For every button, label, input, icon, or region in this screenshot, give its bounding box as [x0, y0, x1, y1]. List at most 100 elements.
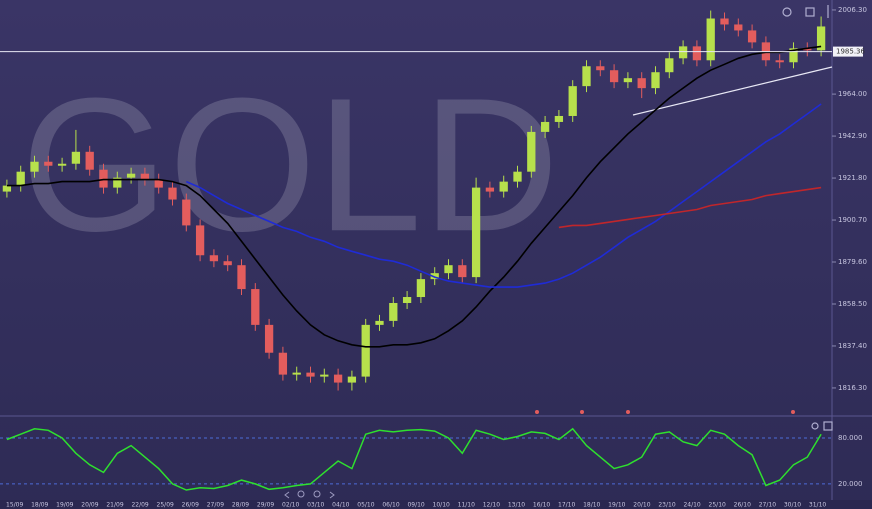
x-tick-label: 19/10: [608, 502, 625, 509]
candle-body: [278, 352, 288, 375]
x-tick-label: 05/10: [357, 502, 374, 509]
candle-body: [154, 179, 163, 188]
candle-body: [513, 171, 522, 182]
candle-body: [223, 261, 232, 266]
y-tick-label: 1816.30: [838, 384, 867, 392]
y-tick-label: 1942.90: [838, 132, 867, 140]
x-tick-label: 29/09: [257, 502, 274, 509]
moving-average: [6, 45, 822, 348]
candle-body: [734, 24, 743, 31]
candle-body: [720, 18, 729, 25]
oscillator-line: [6, 427, 822, 491]
y-tick-label: 1921.80: [838, 174, 867, 182]
x-tick-label: 06/10: [382, 502, 399, 509]
candle-body: [333, 374, 343, 383]
candle-body: [582, 66, 591, 87]
candle-body: [789, 48, 798, 63]
candle-body: [816, 26, 826, 51]
x-tick-label: 20/09: [81, 502, 98, 509]
y-tick-label: 2006.30: [838, 6, 867, 14]
x-tick-label: 18/10: [583, 502, 600, 509]
candle-body: [264, 324, 274, 353]
x-tick-label: 24/10: [683, 502, 700, 509]
x-tick-label: 25/09: [157, 502, 174, 509]
x-tick-label: 25/10: [709, 502, 726, 509]
candle-body: [609, 70, 619, 83]
x-tick-label: 18/09: [31, 502, 48, 509]
y-tick-label: 1879.60: [838, 258, 867, 266]
x-tick-label: 26/09: [182, 502, 199, 509]
candle-body: [389, 302, 398, 321]
candle-body: [320, 374, 329, 377]
candle-body: [692, 46, 702, 61]
candle-body: [430, 273, 439, 280]
candle-body: [347, 376, 357, 383]
x-tick-label: 02/10: [282, 502, 299, 509]
candle-body: [444, 265, 453, 274]
candle-body: [126, 173, 136, 178]
candle-body: [251, 289, 260, 325]
x-tick-label: 31/10: [809, 502, 826, 509]
x-tick-label: 30/10: [784, 502, 801, 509]
x-tick-label: 27/09: [207, 502, 224, 509]
candle-body: [195, 225, 205, 256]
last-price-tag: [833, 46, 863, 57]
candle-body: [803, 48, 812, 51]
candle-body: [361, 324, 370, 377]
candle-body: [665, 58, 674, 73]
candle-body: [471, 187, 481, 278]
y-tick-label: 1964.00: [838, 90, 867, 98]
x-tick-label: 16/10: [533, 502, 550, 509]
candle-body: [99, 169, 108, 188]
zoom-controls[interactable]: [284, 490, 335, 499]
x-tick-label: 04/10: [332, 502, 349, 509]
candle-body: [2, 185, 12, 192]
candle-body: [458, 265, 467, 278]
last-price-label: 1985.36: [836, 48, 865, 56]
candle-body: [44, 161, 53, 166]
candle-body: [16, 171, 25, 186]
x-tick-label: 22/09: [131, 502, 148, 509]
candle-body: [637, 78, 646, 89]
candle-body: [485, 187, 495, 192]
x-tick-label: 11/10: [458, 502, 475, 509]
candle-body: [402, 297, 412, 303]
candle-body: [554, 115, 564, 122]
x-tick-label: 28/09: [232, 502, 249, 509]
x-tick-label: 19/09: [56, 502, 73, 509]
x-tick-label: 15/09: [6, 502, 23, 509]
candle-body: [85, 151, 94, 170]
candle-body: [292, 372, 301, 375]
candle-body: [237, 265, 246, 290]
x-tick-label: 21/09: [106, 502, 123, 509]
trend-line: [632, 66, 833, 116]
event-markers: [535, 410, 795, 414]
y-tick-label: 20.000: [838, 480, 863, 488]
candle-body: [306, 372, 315, 377]
candle-body: [30, 161, 39, 172]
candle-body: [182, 199, 191, 226]
x-tick-label: 03/10: [307, 502, 324, 509]
candle-body: [375, 320, 384, 325]
candle-body: [775, 60, 784, 63]
toolbar[interactable]: [782, 5, 833, 431]
y-tick-label: 1858.50: [838, 300, 867, 308]
candle-body: [113, 177, 122, 188]
candle-body: [651, 72, 660, 89]
y-tick-label: 1837.40: [838, 342, 867, 350]
x-tick-label: 09/10: [407, 502, 424, 509]
candle-body: [140, 173, 150, 180]
candle-body: [623, 78, 633, 83]
candle-body: [209, 255, 219, 262]
x-tick-label: 26/10: [734, 502, 751, 509]
x-tick-label: 20/10: [633, 502, 650, 509]
x-tick-label: 13/10: [508, 502, 525, 509]
y-tick-label: 1900.70: [838, 216, 867, 224]
candle-body: [71, 151, 81, 164]
moving-average: [558, 186, 822, 229]
candle-body: [596, 66, 605, 71]
moving-average: [185, 103, 822, 288]
candle-body: [57, 163, 67, 166]
